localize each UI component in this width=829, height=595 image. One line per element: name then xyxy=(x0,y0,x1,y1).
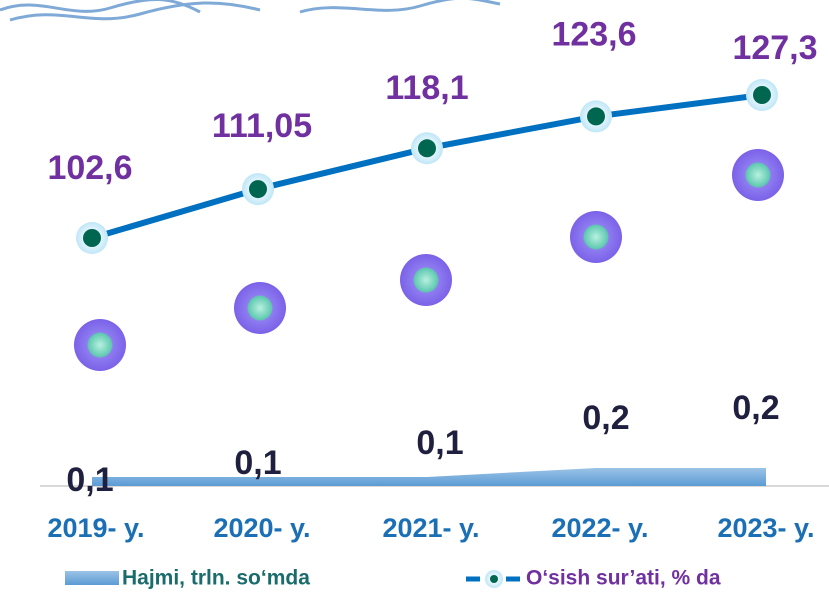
legend-swatch xyxy=(65,571,119,585)
x-tick-label: 2019- y. xyxy=(47,513,144,543)
data-label: 123,6 xyxy=(551,15,636,53)
legend: Hajmi, trln. so‘mda O‘sish sur’ati, % da xyxy=(65,567,721,590)
marker xyxy=(587,107,605,126)
legend-label: O‘sish sur’ati, % da xyxy=(526,567,721,590)
data-label: 0,1 xyxy=(416,424,463,462)
x-tick-label: 2022- y. xyxy=(551,513,648,543)
x-tick-label: 2023- y. xyxy=(717,513,814,543)
x-tick-label: 2020- y. xyxy=(213,513,310,543)
marker xyxy=(753,86,771,104)
data-label: 111,05 xyxy=(212,107,312,145)
data-label: 118,1 xyxy=(385,69,468,107)
data-label: 102,6 xyxy=(47,149,132,187)
data-label: 0,1 xyxy=(234,444,281,482)
data-label: 0,2 xyxy=(582,399,629,437)
data-label: 127,3 xyxy=(732,29,817,67)
marker xyxy=(249,180,267,199)
marker xyxy=(83,229,101,247)
decoration xyxy=(0,0,501,22)
data-label: 0,2 xyxy=(732,389,779,427)
legend-label: Hajmi, trln. so‘mda xyxy=(122,567,310,590)
legend-swatch xyxy=(490,575,498,583)
data-label: 0,1 xyxy=(66,461,113,499)
decorative-bubbles xyxy=(74,149,784,371)
area xyxy=(92,468,766,486)
line xyxy=(91,92,763,241)
marker xyxy=(418,139,436,158)
x-tick-label: 2021- y. xyxy=(382,513,479,543)
